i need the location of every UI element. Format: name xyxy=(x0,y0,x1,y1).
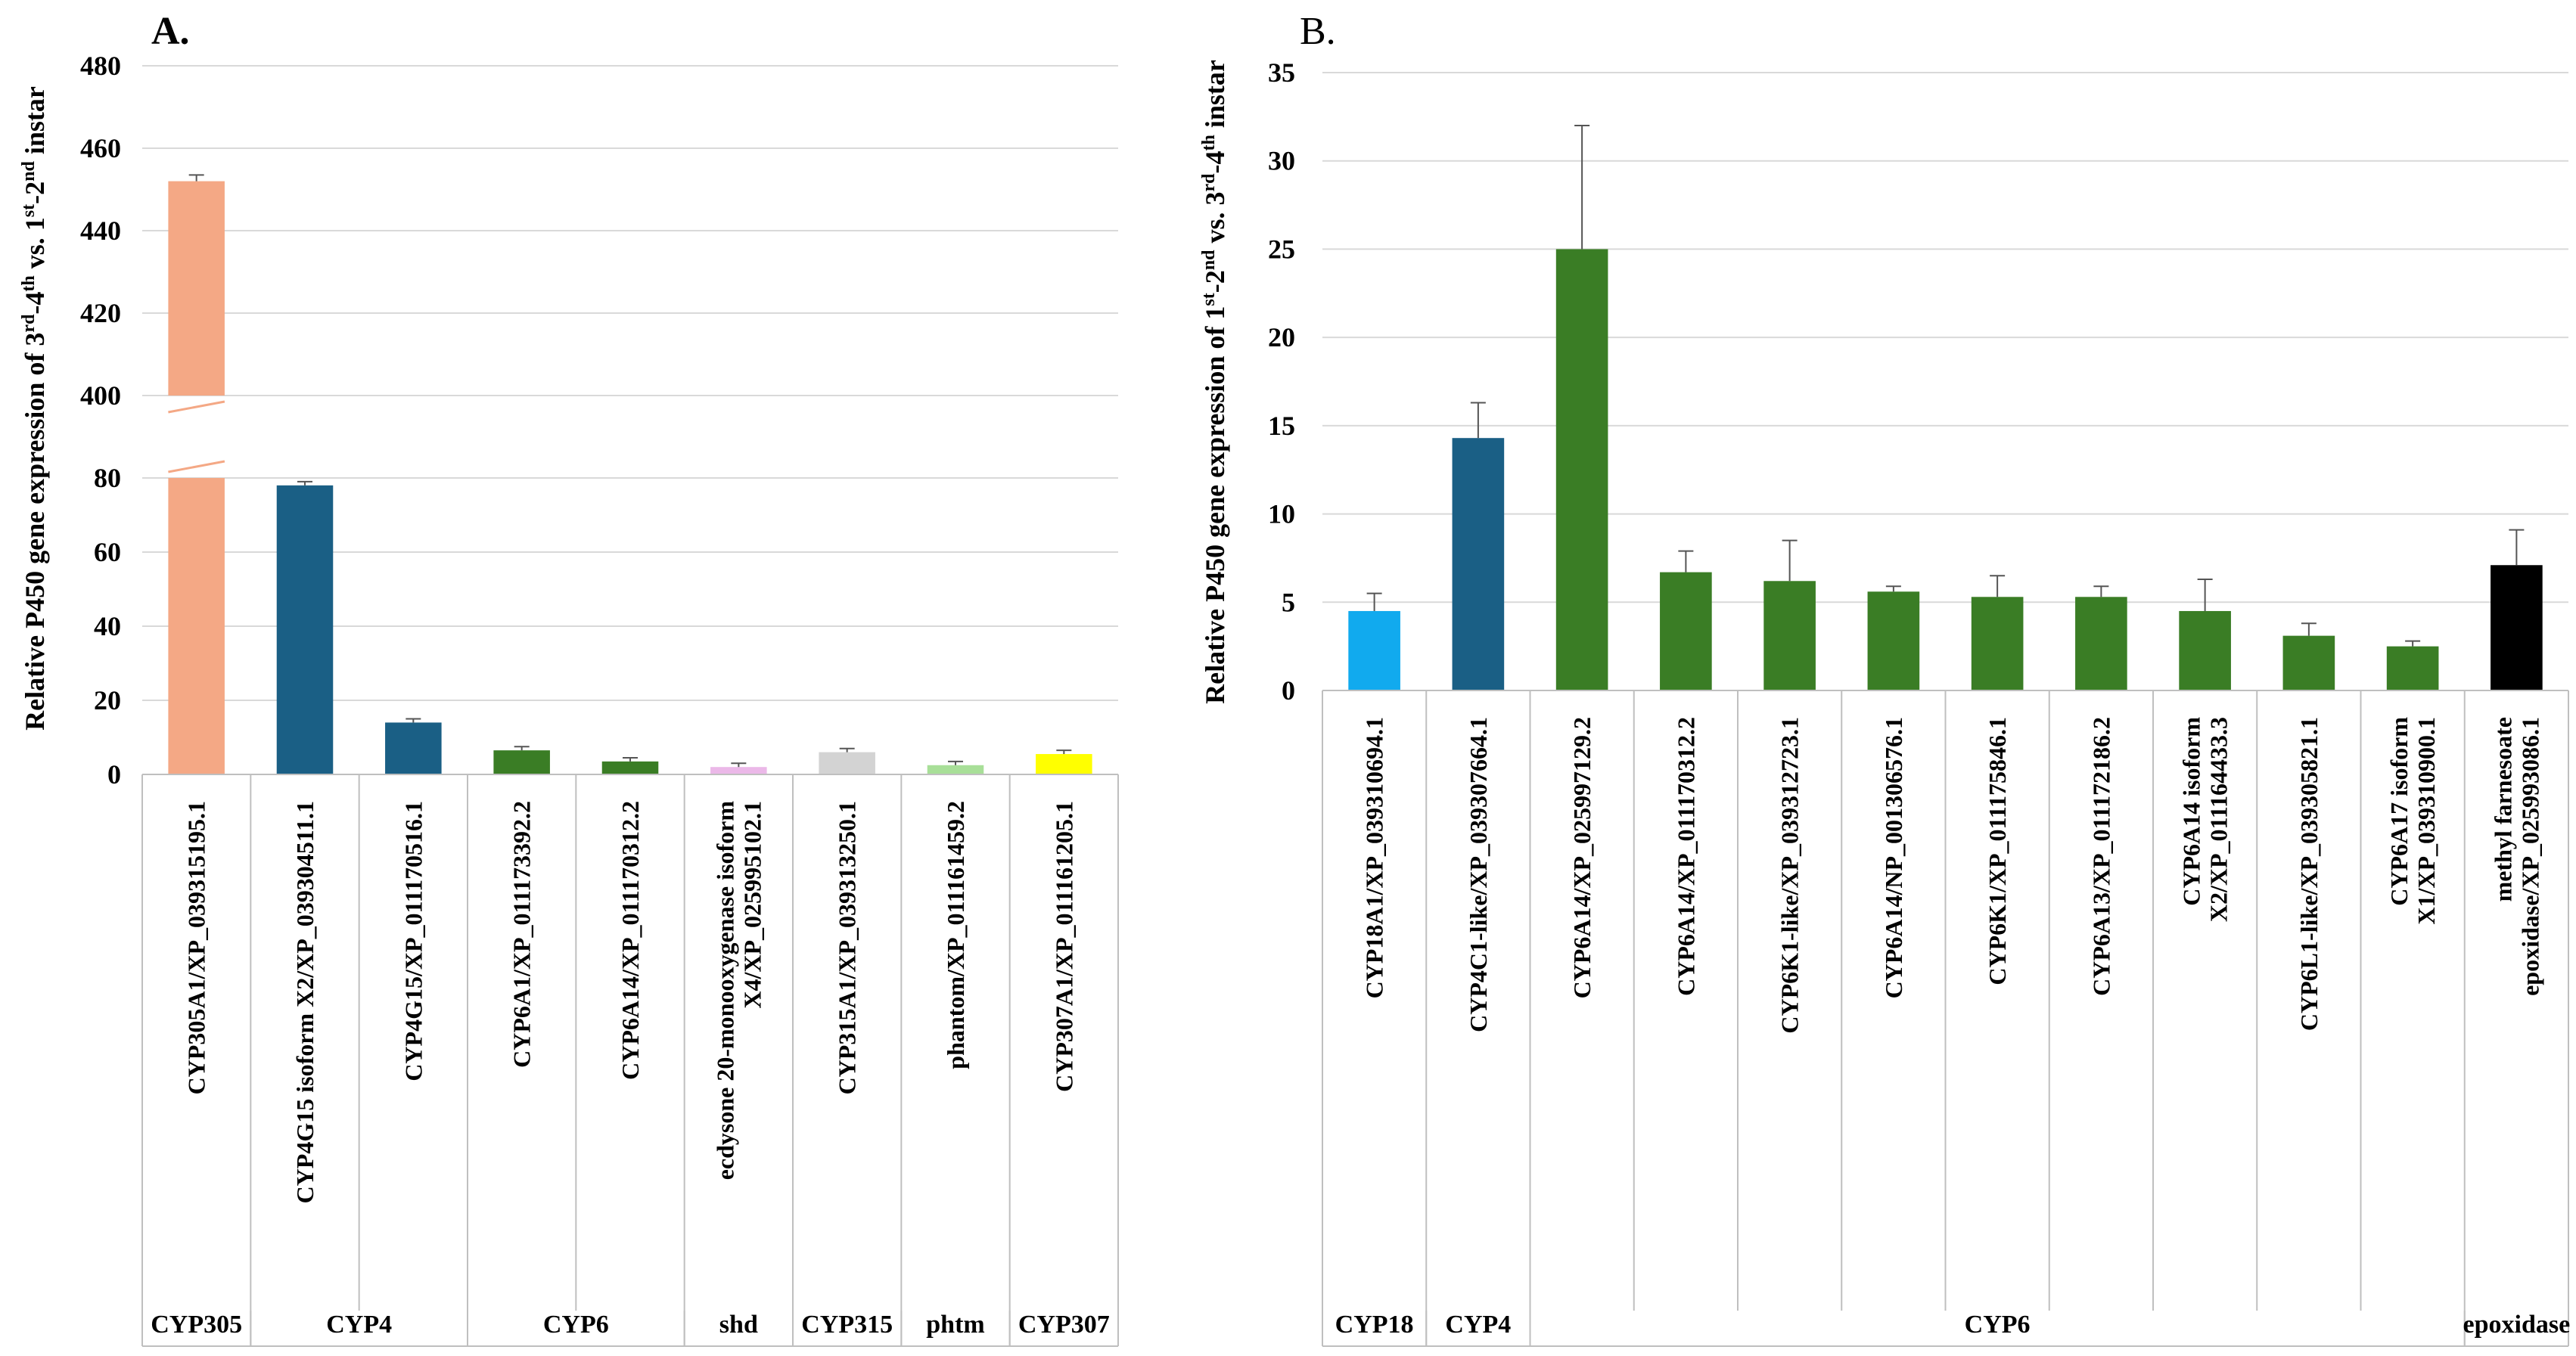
y-tick-label: 40 xyxy=(94,611,121,641)
x-tick-label: CYP6A17 isoform xyxy=(2385,717,2413,906)
x-tick-label: CYP6L1-like/XP_039305821.1 xyxy=(2295,717,2323,1031)
y-tick-label: 35 xyxy=(1268,57,1295,88)
x-tick-label: CYP4C1-like/XP_039307664.1 xyxy=(1465,717,1492,1032)
y-tick-label: 80 xyxy=(94,463,121,493)
bar xyxy=(2179,610,2231,690)
bar xyxy=(168,181,225,396)
y-tick-label: 30 xyxy=(1268,146,1295,176)
y-tick-label: 420 xyxy=(80,298,121,328)
group-label: epoxidase xyxy=(2463,1311,2571,1339)
bar xyxy=(2386,646,2439,690)
y-tick-label: 0 xyxy=(1282,675,1295,706)
group-label: phtm xyxy=(926,1311,984,1339)
x-tick-label: CYP6A14/XP_025997129.2 xyxy=(1568,717,1596,998)
y-tick-label: 400 xyxy=(80,380,121,411)
bar xyxy=(385,722,442,774)
x-tick-label: CYP6A1/XP_011173392.2 xyxy=(508,801,536,1068)
group-label: CYP4 xyxy=(326,1311,392,1339)
bar xyxy=(168,478,225,774)
panel-b-chart: B. 0 5 10 15 20 25 30 35 CYP18 CYP4 CYP6 epoxidase C… xyxy=(1199,10,2571,1347)
y-tick-label: 0 xyxy=(107,759,121,790)
x-tick-label: CYP305A1/XP_039315195.1 xyxy=(183,801,210,1094)
x-tick-label: CYP4G15/XP_011170516.1 xyxy=(399,801,427,1081)
y-axis-title: Relative P450 gene expression of 1st-2nd… xyxy=(1199,60,1230,704)
axis-break-mark xyxy=(168,460,225,473)
x-tick-label: methyl farnesoate xyxy=(2489,717,2516,901)
x-tick-label: CYP6K1-like/XP_039312723.1 xyxy=(1776,717,1804,1034)
bar xyxy=(1763,581,1816,690)
y-tick-label: 460 xyxy=(80,133,121,163)
x-tick-label: CYP315A1/XP_039313250.1 xyxy=(834,801,861,1094)
axis-break-mark xyxy=(168,400,225,414)
bar xyxy=(1452,438,1505,690)
bar xyxy=(601,761,659,774)
panel-b-letter: B. xyxy=(1300,10,1336,53)
bar xyxy=(1555,249,1608,690)
bar xyxy=(927,765,984,774)
x-tick-label: CYP6A14/NP_001306576.1 xyxy=(1880,717,1907,998)
y-tick-label: 20 xyxy=(94,685,121,715)
group-label: shd xyxy=(719,1311,758,1339)
y-tick-label: 480 xyxy=(80,51,121,81)
x-tick-label: CYP18A1/XP_039310694.1 xyxy=(1361,717,1388,998)
bar xyxy=(2491,565,2543,690)
group-label: CYP18 xyxy=(1335,1311,1414,1339)
bar xyxy=(1660,572,1712,690)
bar xyxy=(710,767,767,774)
bar xyxy=(1867,591,1920,690)
panel-a-letter: A. xyxy=(151,10,190,53)
group-label: CYP4 xyxy=(1445,1311,1511,1339)
x-tick-label: CYP6A14 isoform xyxy=(2178,717,2205,906)
bar xyxy=(2282,635,2335,690)
bar xyxy=(1348,610,1400,690)
y-tick-label: 15 xyxy=(1268,411,1295,441)
bar xyxy=(276,485,334,774)
x-tick-label: CYP6A13/XP_011172186.2 xyxy=(2087,717,2115,996)
bar xyxy=(2075,597,2127,690)
y-tick-label: 5 xyxy=(1282,587,1295,617)
bar xyxy=(819,752,875,774)
bar xyxy=(1036,754,1092,774)
panel-a-chart: A. 0 20 40 60 80 400 420 440 460 480 CYP305 CYP4 CYP… xyxy=(19,10,1121,1347)
x-tick-label: X1/XP_039310900.1 xyxy=(2413,717,2440,925)
x-tick-label: X2/XP_011164433.3 xyxy=(2205,717,2233,922)
y-tick-label: 20 xyxy=(1268,322,1295,352)
x-tick-label: CYP6K1/XP_011175846.1 xyxy=(1984,717,2011,985)
x-tick-label: CYP6A14/XP_011170312.2 xyxy=(1672,717,1699,996)
y-tick-label: 60 xyxy=(94,537,121,567)
group-label: CYP6 xyxy=(543,1311,609,1339)
group-label: CYP307 xyxy=(1018,1311,1110,1339)
x-tick-label: CYP307A1/XP_011161205.1 xyxy=(1050,801,1077,1092)
y-tick-label: 440 xyxy=(80,216,121,246)
x-tick-label: X4/XP_025995102.1 xyxy=(738,801,766,1009)
x-tick-label: epoxidase/XP_025993086.1 xyxy=(2516,717,2543,996)
bar xyxy=(493,750,550,774)
group-label: CYP305 xyxy=(151,1311,242,1339)
group-label: CYP315 xyxy=(801,1311,893,1339)
x-tick-label: phantom/XP_011161459.2 xyxy=(942,801,969,1069)
y-tick-label: 25 xyxy=(1268,234,1295,264)
y-tick-label: 10 xyxy=(1268,499,1295,529)
group-label: CYP6 xyxy=(1965,1311,2031,1339)
x-tick-label: CYP6A14/XP_011170312.2 xyxy=(617,801,644,1080)
x-tick-label: ecdysone 20-monooxygenase isoform xyxy=(711,801,738,1181)
axis-break-gap xyxy=(139,396,1121,477)
bar xyxy=(1971,597,2024,690)
y-axis-title: Relative P450 gene expression of 3rd-4th… xyxy=(19,86,50,731)
x-tick-label: CYP4G15 isoform X2/XP_039304511.1 xyxy=(291,801,319,1203)
